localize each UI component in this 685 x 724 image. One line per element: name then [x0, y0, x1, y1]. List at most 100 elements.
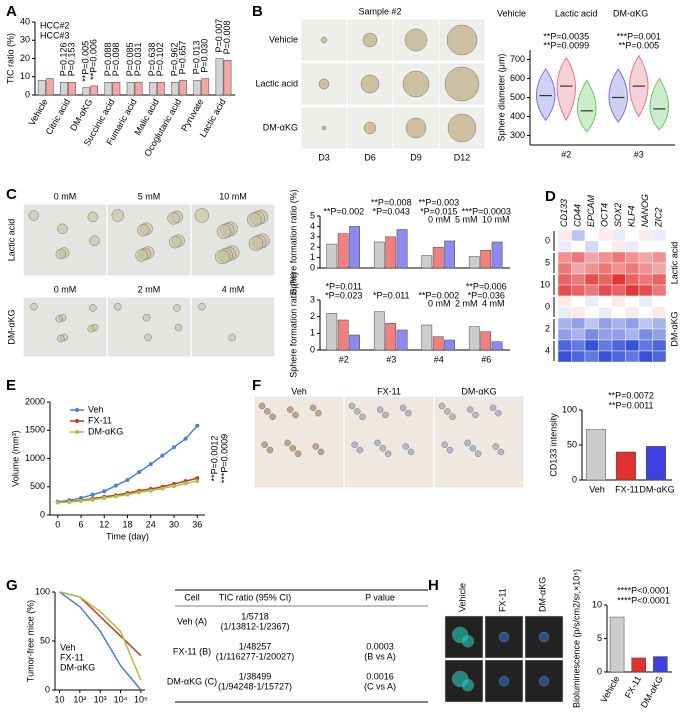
heat-cell [598, 262, 613, 275]
y-axis-label: CD133 intensity [548, 413, 558, 477]
heat-cell [584, 284, 599, 297]
heat-cell [625, 339, 640, 352]
image-label: Veh [291, 386, 307, 396]
table-cell: (C vs A) [364, 681, 396, 691]
sphere-image-object [247, 212, 262, 227]
x-tick-label: 10 [55, 694, 65, 704]
heat-cell [571, 262, 586, 275]
p-value: *P=0.015 [420, 206, 457, 216]
p-value: P=0.126 [58, 42, 68, 76]
bar [480, 331, 492, 351]
heat-cell [625, 317, 640, 330]
table-cell: FX-11 (B) [173, 646, 211, 656]
p-value: **P=0.005 [618, 40, 659, 50]
col-label: D3 [318, 152, 330, 162]
heat-cell [638, 262, 653, 275]
y-tick-label: 2000 [25, 396, 45, 406]
heat-cell [638, 339, 653, 352]
heat-cell [584, 251, 599, 264]
bar [421, 324, 433, 351]
sphere-image-object [198, 302, 206, 311]
biolum-image-object [461, 634, 475, 648]
sphere-image-object [168, 235, 182, 249]
y-tick-label: 2 [310, 242, 315, 252]
sphere-image-object [402, 70, 430, 98]
point [125, 477, 130, 482]
y-tick-label: 2 [310, 311, 315, 321]
p-value: **P=0.005 [81, 41, 91, 82]
heat-cell [584, 262, 599, 275]
sphere-image-object [318, 78, 330, 90]
heat-cell [598, 284, 613, 297]
heat-cell [557, 339, 572, 352]
col-label: 5 mM [138, 191, 161, 201]
bar [385, 323, 397, 351]
legend-label: 0 mM [428, 214, 451, 224]
heat-cell [652, 284, 667, 297]
image-label: FX-11 [497, 588, 507, 612]
heat-cell [611, 317, 626, 330]
table-cell: 1/5718 [241, 611, 269, 621]
p-value: ****P<0.0001 [617, 595, 670, 605]
ihc-image-object [384, 450, 392, 457]
heat-cell [571, 240, 586, 253]
sphere-image-object [142, 313, 151, 322]
heat-cell [611, 240, 626, 253]
heat-cell [557, 317, 572, 330]
col-label: D12 [454, 152, 471, 162]
ihc-image-object [294, 450, 302, 457]
y-tick-label: 5 [597, 633, 602, 643]
y-tick-label: 40 [20, 16, 30, 26]
bar [373, 241, 385, 269]
bar [396, 229, 408, 269]
sphere-image [393, 107, 439, 149]
table-cell: (1/13812-1/2367) [220, 621, 289, 631]
heat-cell [611, 328, 626, 341]
col-label: 2 mM [138, 284, 161, 294]
table-cell: 1/38499 [239, 671, 272, 681]
sphere-image-object [447, 113, 477, 143]
p-value: P=0.030 [200, 39, 210, 73]
gene-label: CD44 [573, 204, 583, 227]
point [160, 486, 165, 491]
panel-label: D [545, 188, 556, 205]
p-value: **P=0.0012 [209, 436, 219, 482]
point [183, 481, 188, 486]
point [148, 462, 153, 467]
sphere-image-object [363, 121, 377, 135]
sphere-image-object [55, 315, 64, 323]
p-value: ****P<0.0001 [617, 585, 670, 595]
point [102, 496, 107, 501]
bar [491, 341, 503, 351]
p-value: P=0.007 [214, 19, 224, 53]
point [160, 453, 165, 458]
bar [609, 616, 625, 673]
panel-label: G [6, 577, 18, 594]
bar [68, 81, 76, 96]
col-label: D6 [364, 152, 376, 162]
ihc-image-object [284, 439, 291, 447]
bar [126, 81, 135, 96]
heat-cell [557, 229, 572, 242]
heat-cell [557, 251, 572, 264]
image-label: DM-αKG [461, 386, 496, 396]
bar [45, 78, 54, 96]
heat-cell [571, 350, 586, 363]
bar [326, 243, 338, 269]
p-value: *P=0.036 [468, 290, 505, 300]
ihc-image-object [492, 443, 499, 450]
gene-label: CD133 [559, 199, 569, 227]
y-tick-label: 0 [597, 666, 602, 676]
sphere-image-object [216, 224, 232, 239]
bar [421, 255, 433, 269]
ihc-image-object [497, 448, 505, 456]
biolum-image-object [498, 631, 510, 643]
ihc-image-object [317, 448, 325, 456]
table-cell: 0.0016 [366, 671, 394, 681]
bar [223, 60, 232, 96]
heat-cell [557, 328, 572, 341]
heat-cell [625, 328, 640, 341]
panel-label: F [252, 377, 261, 394]
y-axis-label: TIC ratio (%) [5, 33, 15, 84]
p-value: *P=0.011 [373, 290, 410, 300]
